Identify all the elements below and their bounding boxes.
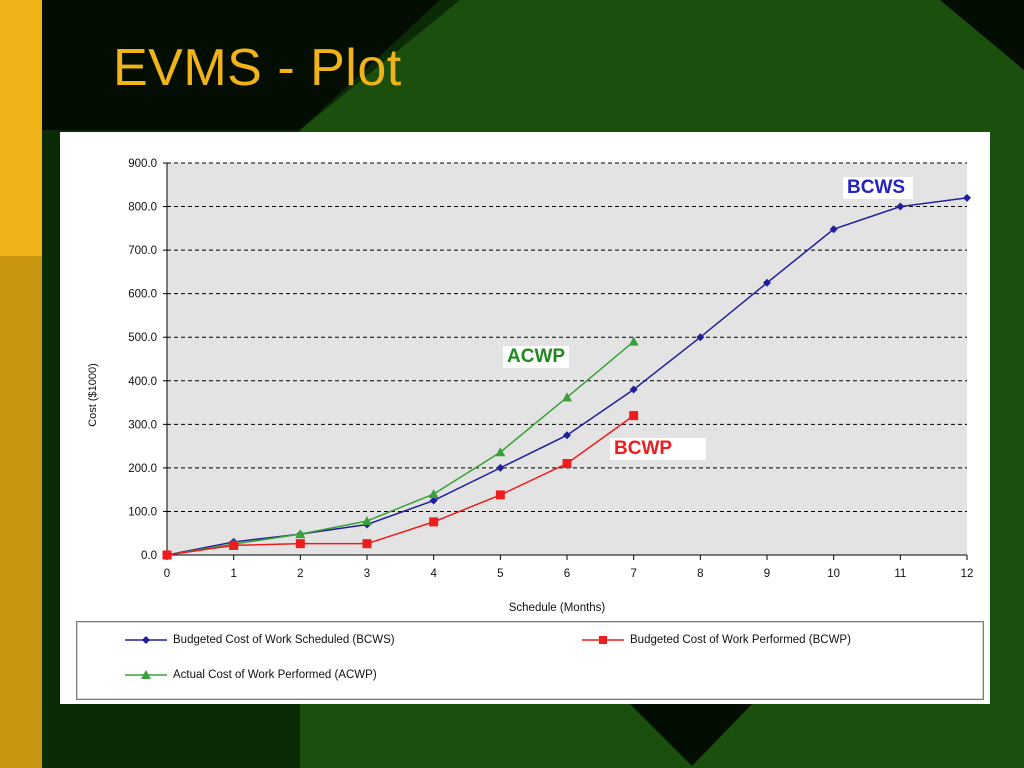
y-tick-label: 700.0 xyxy=(128,245,157,257)
data-point-bcws xyxy=(629,385,638,394)
data-point-acwp xyxy=(562,392,572,402)
x-tick-label: 1 xyxy=(230,568,236,580)
bcwp-callout: BCWP xyxy=(610,438,706,460)
legend-entry-bcwp: Budgeted Cost of Work Performed (BCWP) xyxy=(582,632,851,648)
evms-chart: 0.0100.0200.0300.0400.0500.0600.0700.080… xyxy=(87,158,974,614)
data-point-bcwp xyxy=(162,550,172,560)
y-tick-label: 200.0 xyxy=(128,463,157,475)
data-point-bcws xyxy=(496,463,505,472)
data-point-bcwp xyxy=(295,539,305,549)
legend-marker-triangle-icon xyxy=(125,670,167,679)
x-tick-label: 2 xyxy=(297,568,303,580)
dark-corner-topright xyxy=(940,0,1024,70)
data-point-bcwp xyxy=(429,517,439,527)
x-tick-label: 0 xyxy=(164,568,170,580)
y-tick-label: 600.0 xyxy=(128,289,157,301)
chart-legend: Budgeted Cost of Work Scheduled (BCWS) B… xyxy=(76,621,984,700)
x-tick-label: 11 xyxy=(894,568,906,580)
x-tick-label: 5 xyxy=(497,568,503,580)
data-point-acwp xyxy=(362,516,372,526)
data-point-bcws xyxy=(896,202,905,211)
y-tick-label: 800.0 xyxy=(128,202,157,214)
y-tick-label: 400.0 xyxy=(128,376,157,388)
bcws-callout: BCWS xyxy=(843,177,913,199)
series-line-bcwp xyxy=(166,415,635,556)
data-point-bcws xyxy=(763,278,771,287)
legend-label-bcws: Budgeted Cost of Work Scheduled (BCWS) xyxy=(173,634,395,646)
y-tick-label: 0.0 xyxy=(141,550,157,562)
chart-panel: 0.0 100.0 200.0 300.0 400.0 500.0 600.0 700.0 80… xyxy=(60,132,990,704)
x-tick-label: 7 xyxy=(630,568,636,580)
legend-marker-diamond-icon xyxy=(125,636,167,644)
data-point-acwp xyxy=(428,489,439,499)
x-axis-label: Schedule (Months) xyxy=(509,602,606,614)
left-gold-bar-top xyxy=(0,0,42,256)
dark-triangle-bottom xyxy=(626,700,756,766)
x-tick-label: 9 xyxy=(764,568,770,580)
y-tick-label: 900.0 xyxy=(128,158,157,170)
y-axis-label: Cost ($1000) xyxy=(87,363,99,427)
x-tick-label: 6 xyxy=(564,568,570,580)
left-gold-bar-bottom xyxy=(0,256,42,768)
data-point-bcwp xyxy=(562,459,572,469)
data-point-acwp xyxy=(495,447,506,457)
y-tick-label: 300.0 xyxy=(128,419,157,431)
data-point-bcwp xyxy=(229,540,239,550)
data-point-acwp xyxy=(628,336,639,346)
slide-title: EVMS - Plot xyxy=(113,39,402,97)
data-point-acwp xyxy=(295,529,306,539)
x-tick-label: 8 xyxy=(697,568,703,580)
data-point-bcwp xyxy=(629,411,639,421)
x-tick-label: 3 xyxy=(364,568,370,580)
legend-label-acwp: Actual Cost of Work Performed (ACWP) xyxy=(173,669,377,681)
data-point-bcws xyxy=(963,193,971,202)
data-point-bcws xyxy=(696,333,705,342)
x-tick-label: 10 xyxy=(827,568,840,580)
data-point-bcwp xyxy=(362,539,372,549)
data-point-bcwp xyxy=(495,490,505,500)
legend-entry-bcws: Budgeted Cost of Work Scheduled (BCWS) xyxy=(125,632,395,648)
x-tick-label: 12 xyxy=(961,568,974,580)
legend-label-bcwp: Budgeted Cost of Work Performed (BCWP) xyxy=(630,634,851,646)
data-point-bcws xyxy=(429,496,438,505)
data-point-bcws xyxy=(829,225,838,234)
legend-marker-square-icon xyxy=(582,636,624,644)
acwp-callout: ACWP xyxy=(503,346,569,368)
series-line-acwp xyxy=(166,341,635,556)
legend-entry-acwp: Actual Cost of Work Performed (ACWP) xyxy=(125,667,377,683)
data-point-bcws xyxy=(563,431,571,440)
y-tick-label: 500.0 xyxy=(128,332,157,344)
x-tick-label: 4 xyxy=(430,568,437,580)
y-tick-label: 100.0 xyxy=(128,506,157,518)
